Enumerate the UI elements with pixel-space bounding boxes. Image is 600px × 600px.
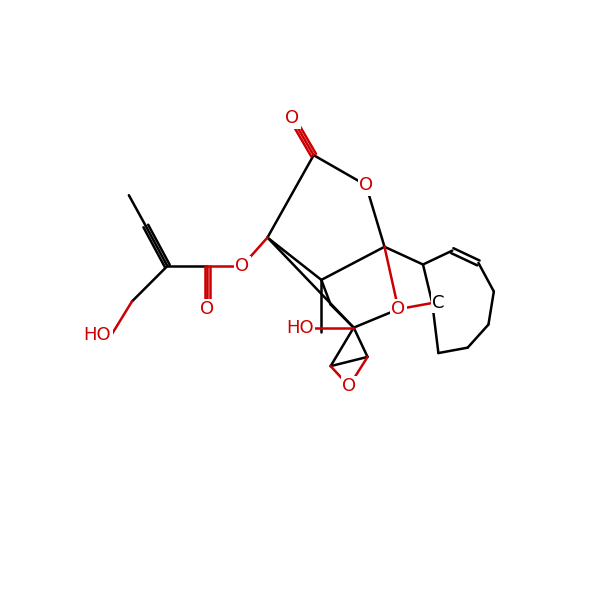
- Text: C: C: [432, 294, 445, 312]
- Text: O: O: [391, 300, 406, 318]
- Text: HO: HO: [83, 326, 111, 344]
- Text: O: O: [200, 300, 214, 318]
- Text: HO: HO: [286, 319, 314, 337]
- Text: O: O: [285, 109, 299, 127]
- Text: O: O: [359, 176, 373, 194]
- Text: O: O: [235, 257, 249, 275]
- Text: O: O: [342, 377, 356, 395]
